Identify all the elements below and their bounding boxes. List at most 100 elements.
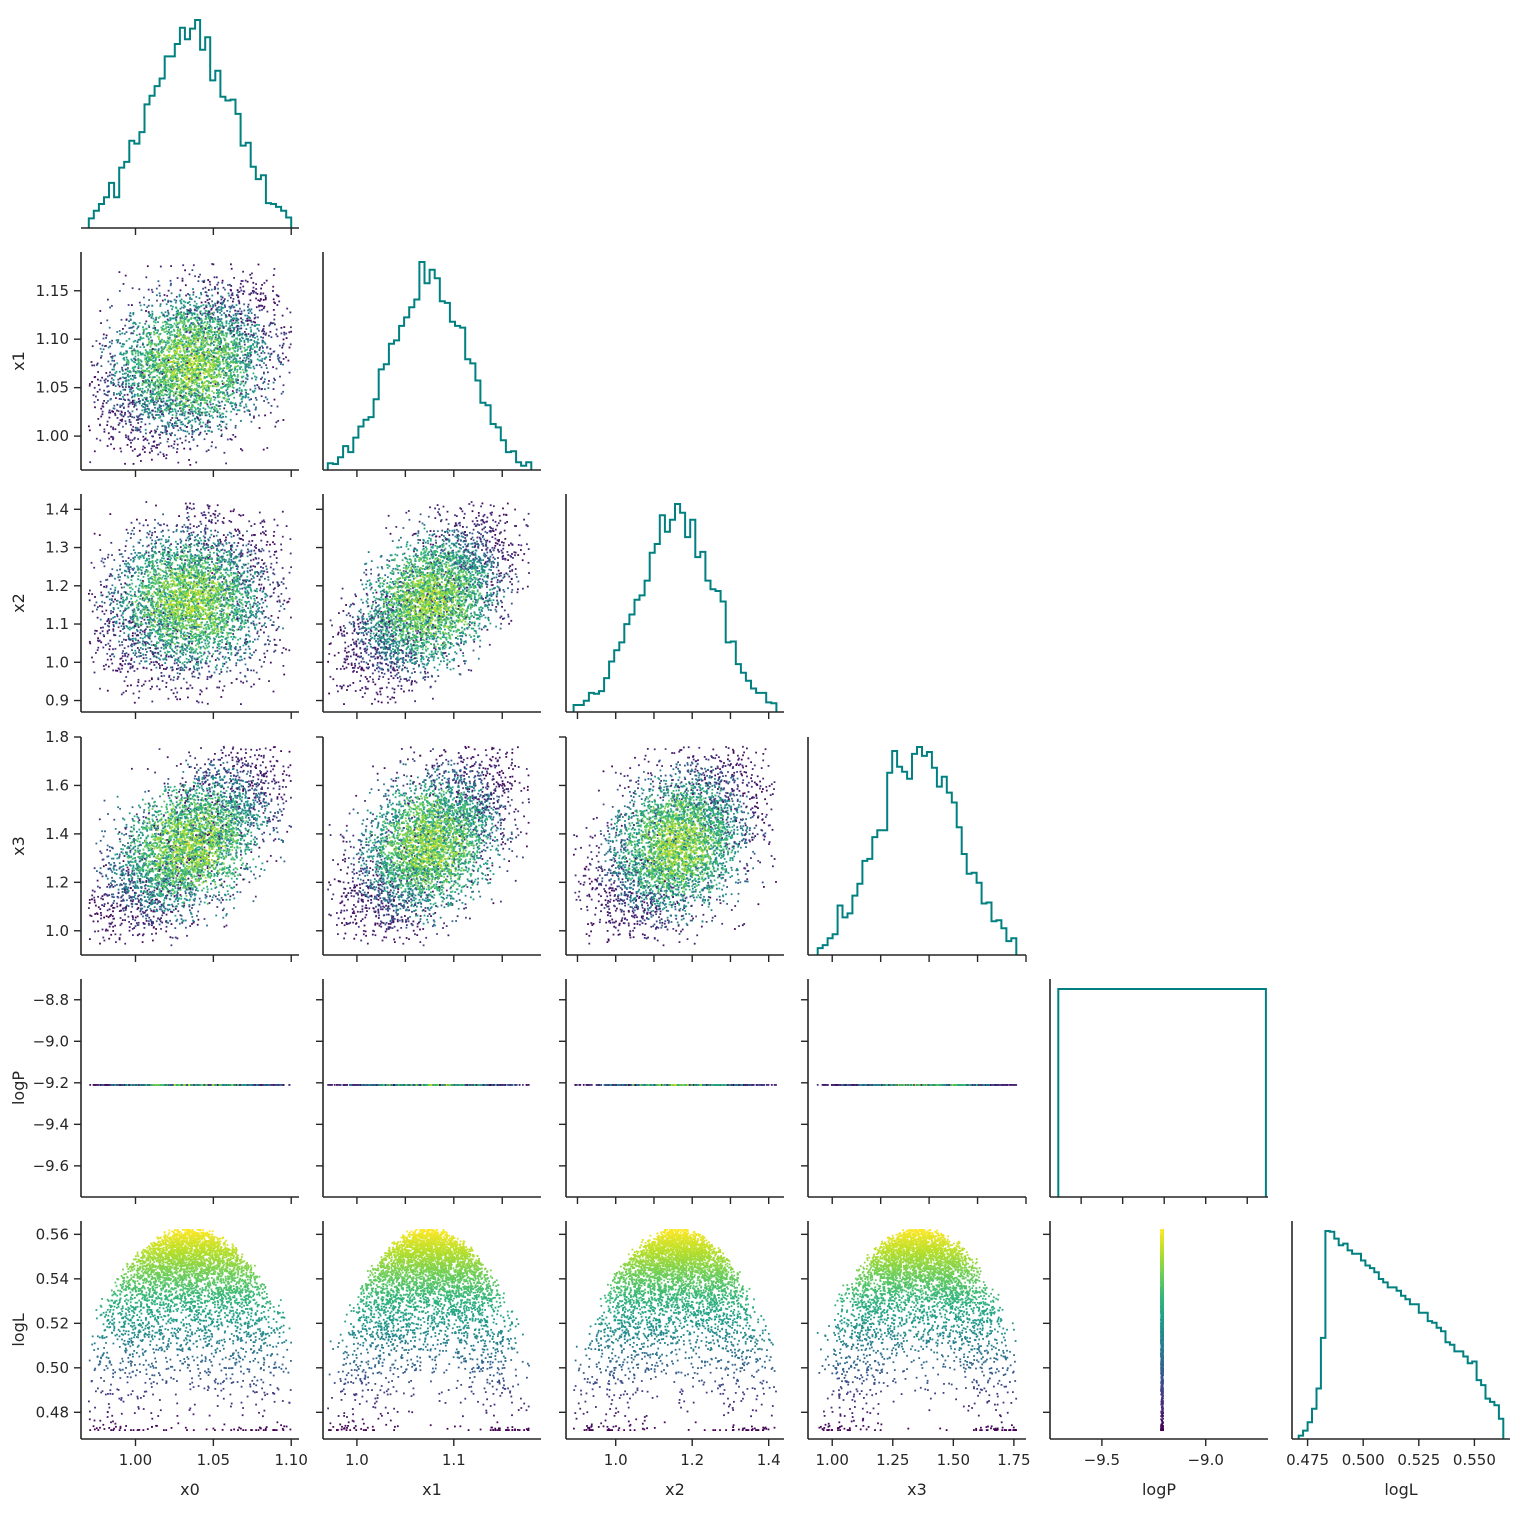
- data-point: [189, 329, 191, 331]
- data-point: [257, 339, 259, 341]
- data-point: [195, 421, 197, 423]
- data-point: [101, 355, 103, 357]
- data-point: [219, 369, 221, 371]
- data-point: [195, 389, 197, 391]
- data-point: [148, 289, 150, 291]
- data-point: [135, 601, 137, 603]
- data-point: [173, 343, 175, 345]
- data-point: [185, 318, 187, 320]
- data-point: [119, 644, 121, 646]
- data-point: [147, 439, 149, 441]
- data-point: [255, 409, 257, 411]
- data-point: [264, 282, 266, 284]
- data-point: [97, 363, 99, 365]
- data-point: [268, 387, 270, 389]
- data-point: [194, 301, 196, 303]
- data-point: [155, 387, 157, 389]
- data-point: [162, 300, 164, 302]
- data-point: [214, 327, 216, 329]
- data-point: [273, 351, 275, 353]
- data-point: [149, 349, 151, 351]
- data-point: [211, 338, 213, 340]
- data-point: [181, 322, 183, 324]
- data-point: [191, 385, 193, 387]
- data-point: [145, 438, 147, 440]
- data-point: [112, 427, 114, 429]
- data-point: [202, 288, 204, 290]
- data-point: [168, 381, 170, 383]
- data-point: [134, 654, 136, 656]
- data-point: [225, 353, 227, 355]
- data-point: [252, 282, 254, 284]
- data-point: [177, 277, 179, 279]
- data-point: [133, 463, 135, 465]
- data-point: [196, 377, 198, 379]
- data-point: [205, 325, 207, 327]
- data-point: [175, 546, 177, 548]
- data-point: [186, 376, 188, 378]
- data-point: [265, 364, 267, 366]
- data-point: [270, 331, 272, 333]
- data-point: [214, 380, 216, 382]
- data-point: [111, 305, 113, 307]
- data-point: [190, 408, 192, 410]
- data-point: [173, 329, 175, 331]
- data-point: [93, 661, 95, 663]
- data-point: [148, 358, 150, 360]
- data-point: [193, 369, 195, 371]
- data-point: [226, 428, 228, 430]
- data-point: [290, 312, 292, 314]
- data-point: [136, 328, 138, 330]
- data-point: [151, 311, 153, 313]
- data-point: [91, 365, 93, 367]
- data-point: [198, 352, 200, 354]
- data-point: [254, 385, 256, 387]
- data-point: [264, 521, 266, 523]
- data-point: [171, 408, 173, 410]
- data-point: [236, 361, 238, 363]
- data-point: [140, 371, 142, 373]
- data-point: [217, 319, 219, 321]
- data-point: [166, 295, 168, 297]
- data-point: [154, 349, 156, 351]
- data-point: [232, 327, 234, 329]
- data-point: [219, 566, 221, 568]
- data-point: [155, 344, 157, 346]
- data-point: [122, 383, 124, 385]
- data-point: [240, 348, 242, 350]
- data-point: [167, 422, 169, 424]
- data-point: [97, 399, 99, 401]
- data-point: [158, 280, 160, 282]
- data-point: [205, 393, 207, 395]
- data-point: [162, 395, 164, 397]
- data-point: [196, 402, 198, 404]
- data-point: [233, 397, 235, 399]
- data-point: [130, 442, 132, 444]
- data-point: [136, 363, 138, 365]
- data-point: [187, 373, 189, 375]
- data-point: [154, 327, 156, 329]
- data-point: [166, 322, 168, 324]
- data-point: [196, 350, 198, 352]
- data-point: [166, 349, 168, 351]
- data-point: [151, 372, 153, 374]
- data-point: [159, 316, 161, 318]
- data-point: [189, 355, 191, 357]
- data-point: [177, 573, 179, 575]
- data-point: [119, 549, 121, 551]
- data-point: [255, 379, 257, 381]
- data-point: [140, 395, 142, 397]
- data-point: [281, 581, 283, 583]
- data-point: [232, 384, 234, 386]
- data-point: [180, 316, 182, 318]
- data-point: [244, 315, 246, 317]
- data-point: [189, 368, 191, 370]
- data-point: [185, 284, 187, 286]
- data-point: [268, 380, 270, 382]
- data-point: [165, 358, 167, 360]
- data-point: [152, 376, 154, 378]
- data-point: [179, 357, 181, 359]
- data-point: [114, 408, 116, 410]
- data-point: [170, 434, 172, 436]
- data-point: [196, 395, 198, 397]
